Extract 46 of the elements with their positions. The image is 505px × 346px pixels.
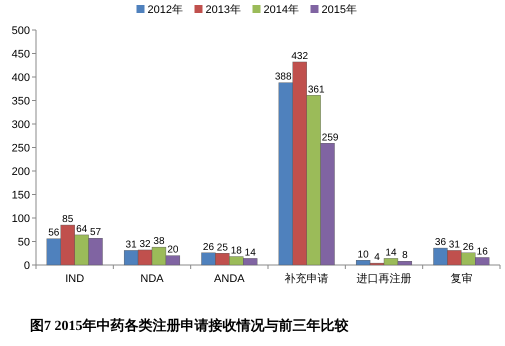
data-label: 25 [216, 242, 228, 254]
y-tick-label: 0 [24, 260, 30, 272]
data-label: 388 [274, 72, 292, 83]
legend-label: 2013年 [206, 4, 241, 16]
data-label: 38 [153, 236, 165, 248]
y-tick-label: 100 [12, 213, 30, 225]
x-tick-label: NDA [140, 273, 164, 285]
data-label: 8 [402, 250, 408, 262]
data-label: 14 [385, 247, 397, 258]
y-tick-label: 350 [12, 96, 30, 108]
data-label: 31 [448, 239, 460, 250]
data-label: 20 [167, 244, 179, 256]
data-label: 64 [76, 224, 88, 235]
data-label: 16 [476, 246, 488, 258]
y-tick-label: 50 [18, 236, 30, 248]
data-label: 26 [202, 242, 214, 253]
data-label: 85 [62, 214, 74, 226]
data-label: 36 [434, 237, 446, 248]
y-tick-label: 200 [12, 166, 30, 178]
data-label: 4 [374, 252, 380, 264]
data-label: 259 [322, 132, 339, 144]
data-label: 32 [139, 238, 152, 250]
legend-label: 2015年 [322, 4, 357, 16]
x-tick-label: IND [65, 273, 84, 285]
y-tick-label: 300 [12, 119, 30, 131]
x-tick-label: 复审 [450, 272, 472, 285]
x-tick-label: 进口再注册 [356, 272, 412, 285]
x-tick-label: ANDA [214, 273, 246, 285]
y-tick-label: 150 [12, 190, 30, 202]
data-label: 31 [126, 239, 138, 250]
text: 图7 2015年中药各类注册申请接收情况与前三年比较 [30, 317, 350, 334]
y-tick-label: 450 [12, 48, 30, 60]
data-label: 10 [358, 249, 370, 260]
legend-label: 2012年 [148, 4, 183, 16]
y-tick-label: 400 [12, 72, 30, 84]
legend-label: 2014年 [264, 4, 299, 16]
data-label: 14 [244, 247, 256, 258]
data-label: 432 [291, 50, 308, 62]
data-label: 56 [48, 228, 60, 239]
data-label: 26 [462, 242, 474, 253]
y-tick-label: 500 [12, 25, 30, 37]
data-label: 57 [90, 227, 102, 238]
data-label: 18 [230, 246, 242, 257]
data-label: 361 [308, 84, 326, 96]
x-tick-label: 补充申请 [284, 272, 329, 285]
y-tick-label: 250 [12, 142, 30, 154]
